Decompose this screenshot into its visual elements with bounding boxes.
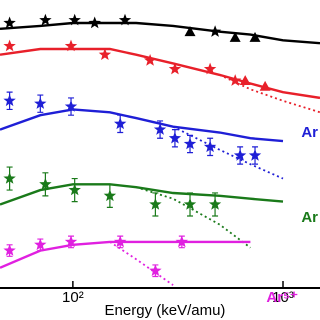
triangle-marker: [249, 31, 261, 42]
star-marker: [39, 177, 52, 190]
star-marker: [3, 244, 16, 256]
series-label: Ar: [301, 209, 318, 226]
star-marker: [248, 149, 262, 161]
theory-curve-dotted: [135, 186, 251, 249]
star-marker: [64, 235, 78, 248]
star-marker: [88, 16, 101, 29]
star-marker: [168, 62, 182, 75]
theory-curve: [0, 108, 284, 143]
x-tick-label: 10²: [62, 289, 84, 306]
x-axis-label: Energy (keV/amu): [105, 302, 226, 319]
star-marker: [203, 140, 217, 153]
star-marker: [68, 13, 81, 26]
triangle-marker: [229, 31, 241, 42]
star-marker: [98, 48, 112, 60]
theory-curve: [0, 47, 320, 100]
triangle-marker: [239, 75, 251, 86]
star-marker: [3, 39, 16, 52]
theory-curve-dotted: [109, 241, 174, 286]
series-label: Ar: [301, 124, 318, 141]
star-marker: [149, 198, 162, 210]
star-marker: [114, 117, 127, 130]
star-marker: [149, 264, 162, 276]
star-marker: [183, 198, 197, 210]
star-marker: [68, 183, 81, 196]
star-marker: [118, 13, 132, 26]
triangle-marker: [184, 26, 196, 37]
star-marker: [114, 235, 127, 248]
star-marker: [34, 238, 47, 251]
star-marker: [203, 62, 217, 75]
star-marker: [208, 25, 222, 37]
star-marker: [3, 172, 16, 184]
theory-curve: [0, 21, 320, 45]
star-marker: [153, 123, 167, 135]
star-marker: [103, 189, 117, 202]
star-marker: [168, 131, 182, 144]
star-marker: [143, 54, 157, 66]
star-marker: [175, 235, 188, 248]
star-marker: [64, 39, 78, 52]
star-marker: [39, 13, 52, 26]
triangle-marker: [259, 80, 271, 91]
star-marker: [3, 94, 16, 107]
x-tick-label: 10³: [272, 289, 294, 306]
theory-curve: [0, 240, 251, 269]
star-marker: [64, 100, 78, 112]
star-marker: [3, 16, 16, 29]
star-marker: [229, 74, 242, 86]
star-marker: [183, 137, 197, 150]
star-marker: [34, 97, 47, 109]
theory-curve-dotted: [172, 125, 284, 180]
star-marker: [208, 198, 222, 210]
series-label: Ar⁵⁺: [266, 289, 298, 306]
star-marker: [233, 149, 247, 161]
